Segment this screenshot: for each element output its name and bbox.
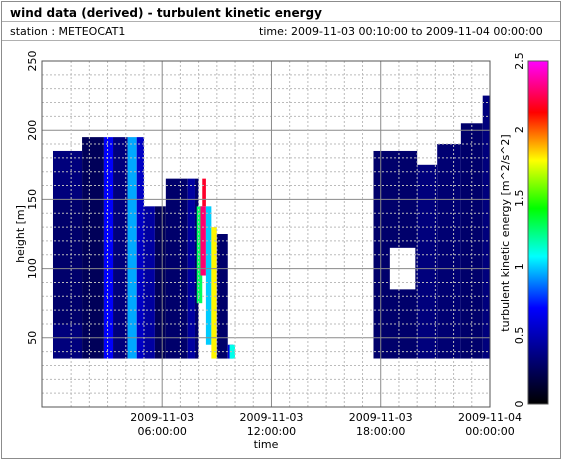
colorbar-gradient xyxy=(527,60,549,405)
heatmap-cell xyxy=(52,199,83,324)
colorbar-tick-label: 1.5 xyxy=(513,189,526,207)
heatmap-cell xyxy=(202,178,206,207)
y-axis-label: height [m] xyxy=(14,205,27,263)
time-range-label: time: 2009-11-03 00:10:00 to 2009-11-04 … xyxy=(259,25,543,38)
chart-title: wind data (derived) - turbulent kinetic … xyxy=(10,6,322,20)
info-bar: station : METEOCAT1 time: 2009-11-03 00:… xyxy=(2,22,560,41)
data-gap xyxy=(371,358,381,407)
heatmap-cell xyxy=(143,206,155,359)
heatmap-cell xyxy=(417,164,438,359)
x-tick-label: 00:00:00 xyxy=(465,425,514,438)
colorbar: 0 0.5 1 1.5 2 2.5 xyxy=(513,52,549,408)
x-tick-label: 18:00:00 xyxy=(356,425,405,438)
y-tick-label: 100 xyxy=(26,258,39,279)
grid-lines xyxy=(42,61,490,407)
x-tick-label: 12:00:00 xyxy=(247,425,296,438)
heatmap-cell xyxy=(113,137,128,359)
station-label: station : METEOCAT1 xyxy=(10,25,126,38)
x-tick-label: 2009-11-03 xyxy=(130,411,194,424)
colorbar-tick-label: 0 xyxy=(513,401,526,408)
plot-border xyxy=(41,60,491,408)
colorbar-tick-label: 1 xyxy=(513,263,526,270)
colorbar-label: turbulent kinetic energy [m^2/s^2] xyxy=(499,134,512,331)
colorbar-tick-label: 2.5 xyxy=(513,52,526,70)
y-tick-label: 200 xyxy=(26,120,39,141)
axes: 501001502002502009-11-0306:00:002009-11-… xyxy=(26,51,522,439)
heatmap-cell xyxy=(127,137,137,359)
x-tick-label: 06:00:00 xyxy=(137,425,186,438)
data-gap xyxy=(42,61,53,407)
colorbar-tick-label: 2 xyxy=(513,126,526,133)
y-tick-label: 150 xyxy=(26,189,39,210)
heatmap-cell xyxy=(437,144,461,359)
data-gap xyxy=(235,61,374,407)
heatmap-cell xyxy=(103,137,114,359)
y-tick-label: 250 xyxy=(26,51,39,72)
title-bar: wind data (derived) - turbulent kinetic … xyxy=(2,2,560,22)
y-tick-label: 50 xyxy=(26,331,39,345)
x-tick-label: 2009-11-03 xyxy=(239,411,303,424)
x-tick-label: 2009-11-04 xyxy=(458,411,522,424)
heatmap-cell xyxy=(211,227,217,359)
colorbar-tick-label: 0.5 xyxy=(513,327,526,345)
heatmap-cell xyxy=(154,206,166,359)
heatmap-cell xyxy=(136,137,144,359)
heatmap-cell xyxy=(229,344,236,359)
x-tick-label: 2009-11-03 xyxy=(349,411,413,424)
heatmap-cell xyxy=(205,206,212,345)
x-axis-label: time xyxy=(254,438,279,451)
heatmap-cell xyxy=(82,137,104,359)
